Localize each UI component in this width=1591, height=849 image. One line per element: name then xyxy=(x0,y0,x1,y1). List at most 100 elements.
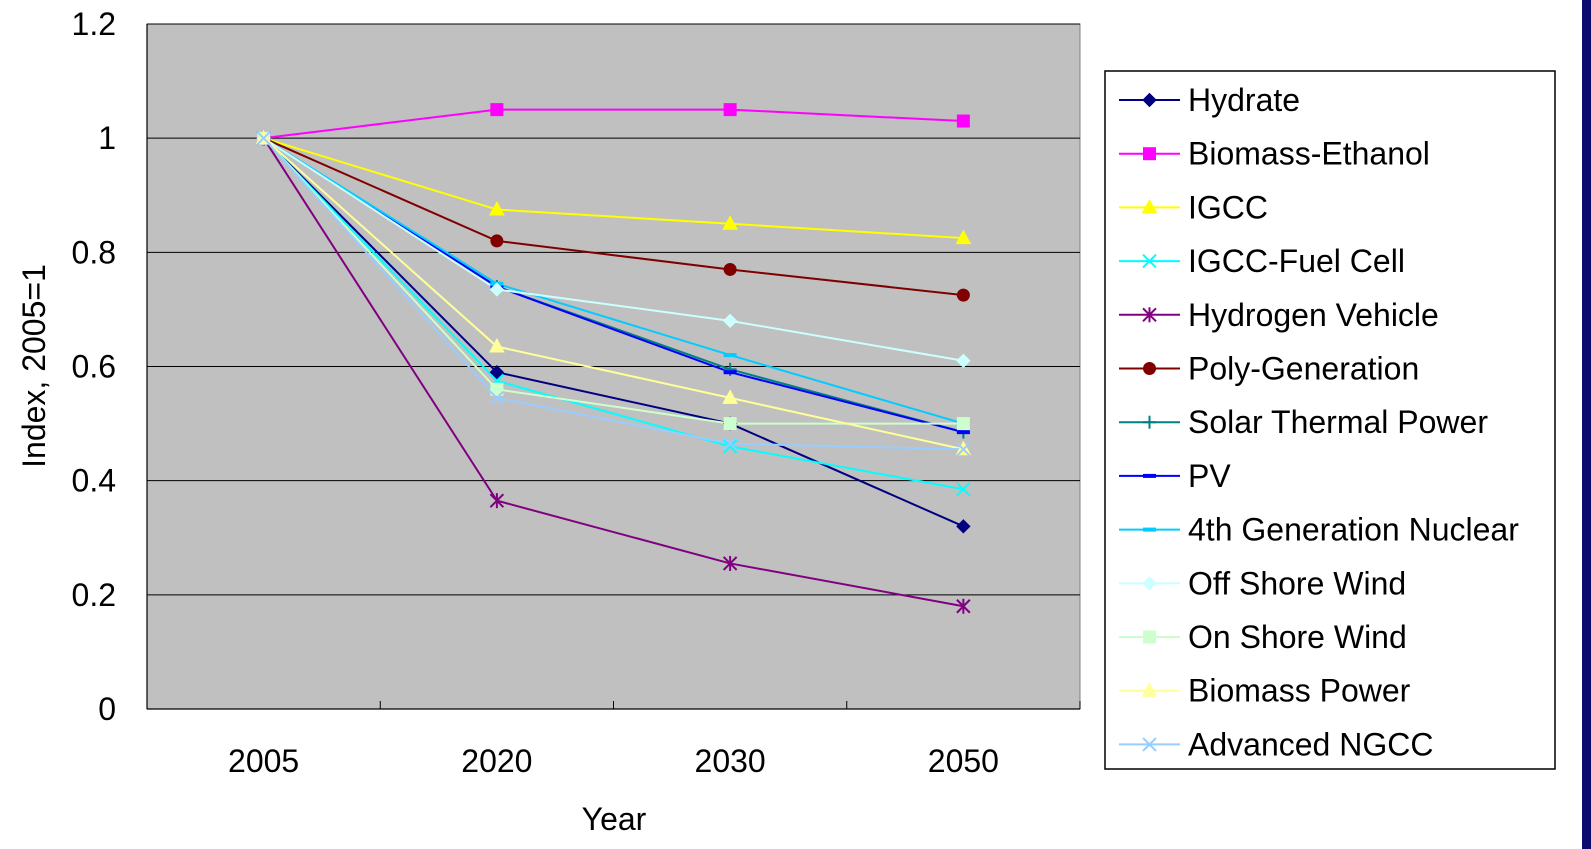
legend-item: IGCC-Fuel Cell xyxy=(1119,243,1405,279)
y-tick-labels: 0 0.2 0.4 0.6 0.8 1 1.2 xyxy=(72,6,116,727)
data-point xyxy=(489,337,505,353)
legend-item: Solar Thermal Power xyxy=(1119,404,1488,440)
legend-marker xyxy=(1142,307,1157,323)
x-axis-title: Year xyxy=(582,801,647,837)
data-point xyxy=(722,436,738,451)
y-tick-label: 0.2 xyxy=(72,577,116,613)
series-line xyxy=(262,137,964,451)
series-line xyxy=(263,137,964,362)
series-lines xyxy=(262,108,964,608)
data-point xyxy=(256,130,271,146)
legend-marker xyxy=(1143,630,1156,644)
data-point xyxy=(490,382,504,396)
data-point xyxy=(956,417,970,431)
data-point xyxy=(723,417,737,431)
legend-label: Off Shore Wind xyxy=(1188,565,1406,601)
legend-marker xyxy=(1142,253,1157,269)
y-tick-label: 1 xyxy=(98,120,116,156)
data-point xyxy=(489,282,505,297)
y-tick-label: 0 xyxy=(98,691,116,727)
legend-item: 4th Generation Nuclear xyxy=(1119,512,1519,548)
y-tick-label: 0.8 xyxy=(72,234,116,270)
window-border xyxy=(1582,0,1591,849)
x-tick-labels: 2005 2020 2030 2050 xyxy=(228,743,999,779)
legend-label: IGCC xyxy=(1188,189,1268,225)
legend-label: Biomass-Ethanol xyxy=(1188,136,1430,172)
legend-label: IGCC-Fuel Cell xyxy=(1188,243,1405,279)
legend-marker xyxy=(1143,473,1156,478)
data-point xyxy=(489,390,505,406)
data-point xyxy=(722,555,738,571)
data-point xyxy=(722,313,738,329)
data-point xyxy=(956,442,971,457)
legend-item: Hydrogen Vehicle xyxy=(1119,297,1439,333)
y-tick-label: 1.2 xyxy=(72,6,116,42)
data-point xyxy=(956,482,971,497)
legend-label: Hydrogen Vehicle xyxy=(1188,297,1439,333)
series-line xyxy=(262,137,964,491)
x-tick-label: 2020 xyxy=(461,743,532,779)
legend-item: PV xyxy=(1119,458,1231,494)
x-tick-label: 2005 xyxy=(228,743,299,779)
legend-label: Poly-Generation xyxy=(1188,351,1419,387)
data-point xyxy=(490,234,504,248)
data-point xyxy=(723,353,737,358)
legend-box xyxy=(1104,70,1556,770)
axes xyxy=(146,24,1081,710)
legend-marker xyxy=(1143,527,1156,532)
series-line xyxy=(262,137,964,451)
y-tick-label: 0.6 xyxy=(72,349,116,385)
data-point xyxy=(723,370,737,375)
data-point xyxy=(489,200,505,216)
data-point xyxy=(723,262,737,276)
data-point xyxy=(956,598,971,614)
series-line xyxy=(263,108,964,140)
data-point xyxy=(490,103,504,117)
legend: Hydrate Biomass-Ethanol IGCC IGCC-Fuel Cell… xyxy=(1104,70,1556,770)
x-tick-label: 2050 xyxy=(928,743,999,779)
series-line xyxy=(262,137,964,528)
data-point xyxy=(723,103,737,117)
legend-label: Biomass Power xyxy=(1188,673,1411,709)
data-point xyxy=(722,215,738,230)
legend-marker xyxy=(1142,92,1157,108)
legend-label: PV xyxy=(1188,458,1231,494)
y-tick-label: 0.4 xyxy=(72,463,116,499)
legend-marker xyxy=(1143,415,1156,429)
legend-item: Biomass-Ethanol xyxy=(1119,136,1430,172)
legend-marker xyxy=(1141,682,1158,697)
gridlines xyxy=(147,23,1080,596)
legend-marker xyxy=(1143,362,1156,375)
series-line xyxy=(263,137,964,240)
legend-label: Advanced NGCC xyxy=(1188,726,1433,762)
legend-item: IGCC xyxy=(1119,189,1268,225)
legend-marker xyxy=(1143,147,1156,161)
data-point xyxy=(955,229,972,245)
data-point xyxy=(489,365,505,380)
data-point xyxy=(722,439,738,454)
legend-item: Advanced NGCC xyxy=(1119,726,1433,762)
series-line xyxy=(262,137,964,608)
data-point xyxy=(956,519,971,534)
legend-item: Biomass Power xyxy=(1119,673,1411,709)
data-point xyxy=(956,114,970,128)
data-point xyxy=(956,288,970,302)
series-line xyxy=(263,137,964,425)
data-point xyxy=(489,493,505,509)
legend-label: Hydrate xyxy=(1188,82,1300,118)
legend-item: Poly-Generation xyxy=(1119,351,1419,387)
legend-marker xyxy=(1142,576,1157,591)
data-point xyxy=(956,430,970,435)
legend-items: Hydrate Biomass-Ethanol IGCC IGCC-Fuel Cell… xyxy=(1119,82,1519,762)
legend-marker xyxy=(1142,737,1157,752)
legend-label: Solar Thermal Power xyxy=(1188,404,1488,440)
x-tick-label: 2030 xyxy=(695,743,766,779)
legend-item: On Shore Wind xyxy=(1119,619,1407,655)
data-point xyxy=(956,353,971,368)
series-line xyxy=(263,137,964,297)
series-markers xyxy=(255,103,972,614)
data-point xyxy=(722,389,738,404)
legend-item: Off Shore Wind xyxy=(1119,565,1406,601)
series-line xyxy=(263,137,964,434)
